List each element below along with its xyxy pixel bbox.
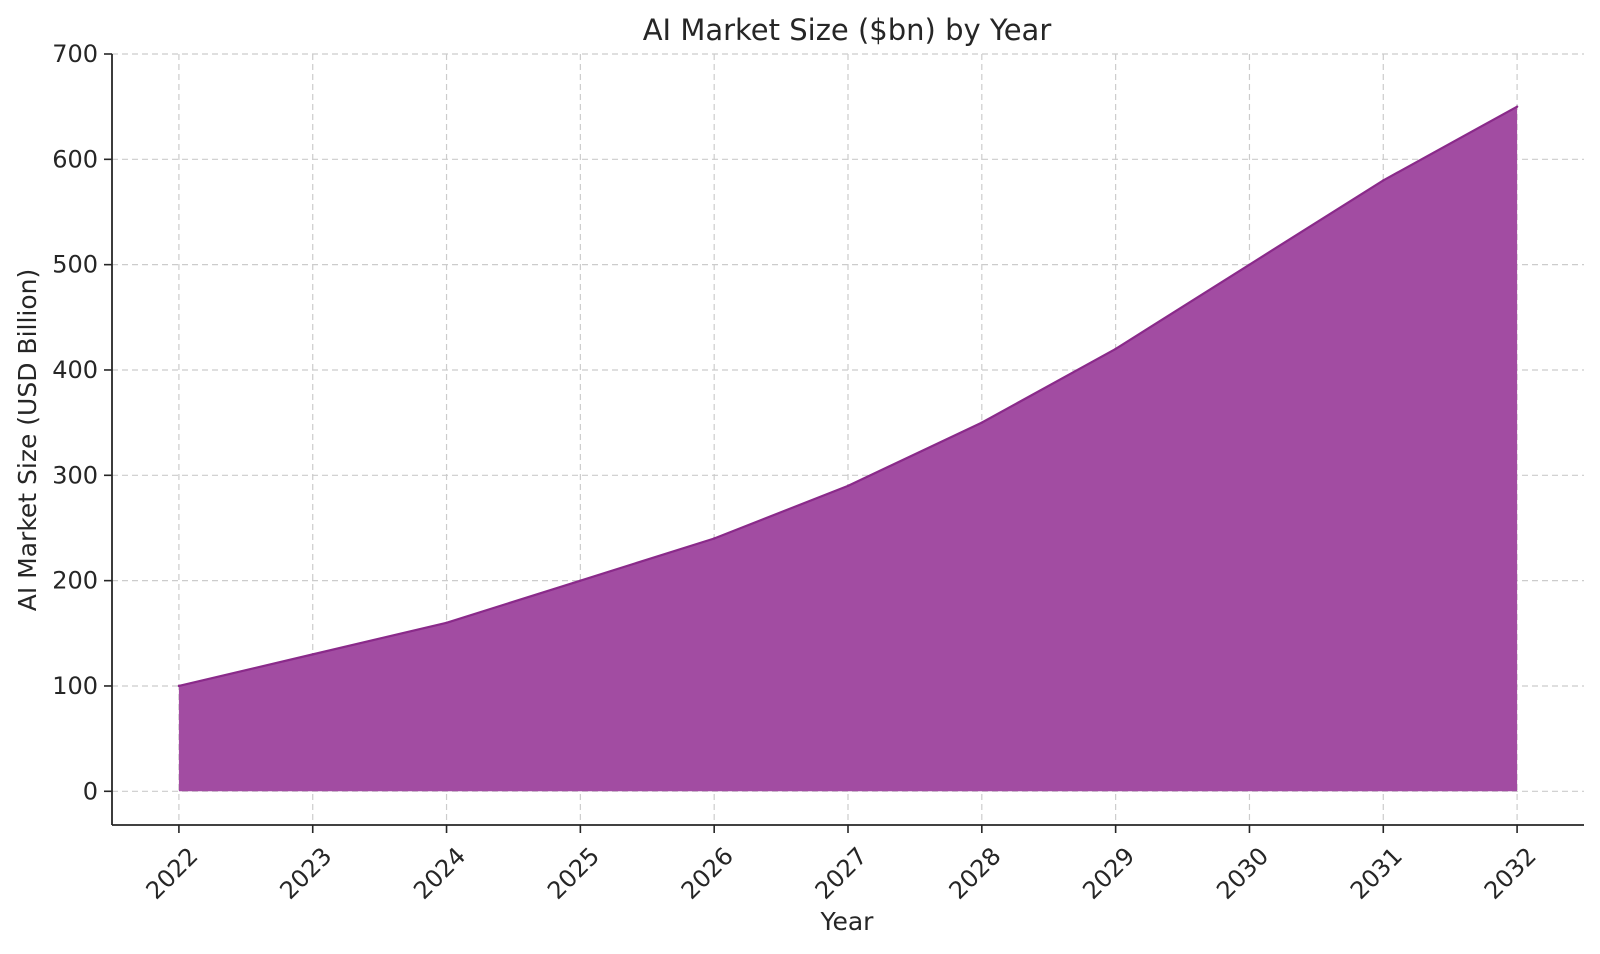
y-tick-label: 300 [52, 461, 98, 489]
x-tick-label: 2027 [810, 842, 873, 905]
data-point [445, 621, 448, 624]
data-point [1515, 105, 1519, 108]
data-point [1114, 347, 1117, 351]
data-point [579, 579, 582, 582]
y-tick-label: 500 [52, 251, 98, 279]
data-point [1248, 263, 1251, 266]
x-tick-label: 2024 [408, 842, 471, 905]
x-tick-label: 2025 [542, 842, 605, 905]
x-axis-label: Year [820, 907, 875, 936]
data-point [311, 653, 314, 656]
x-tick-label: 2026 [676, 842, 739, 905]
data-point [980, 421, 984, 424]
data-point [1382, 179, 1385, 182]
x-ticks: 2022 2023 2024 2025 2026 2027 2028 2029 2030 2031… [141, 825, 1542, 905]
area-series [177, 105, 1519, 792]
y-tick-label: 600 [52, 145, 98, 173]
y-tick-label: 200 [52, 567, 98, 595]
x-tick-label: 2030 [1211, 842, 1274, 905]
x-tick-label: 2032 [1479, 842, 1542, 905]
chart-title: AI Market Size ($bn) by Year [643, 13, 1052, 47]
data-point [712, 537, 716, 540]
y-tick-label: 700 [52, 40, 98, 68]
x-tick-label: 2023 [274, 842, 337, 905]
x-tick-label: 2031 [1345, 842, 1408, 905]
x-tick-label: 2022 [141, 842, 204, 905]
y-axis-label: AI Market Size (USD Billion) [13, 269, 42, 612]
y-ticks: 0 100 200 300 400 500 600 700 [52, 40, 112, 805]
y-tick-label: 0 [83, 777, 98, 805]
y-tick-label: 100 [52, 672, 98, 700]
data-point [846, 484, 850, 488]
data-point [177, 684, 181, 688]
x-tick-label: 2028 [944, 842, 1007, 905]
y-tick-label: 400 [52, 356, 98, 384]
area-fill [178, 106, 1518, 792]
x-tick-label: 2029 [1077, 842, 1140, 905]
